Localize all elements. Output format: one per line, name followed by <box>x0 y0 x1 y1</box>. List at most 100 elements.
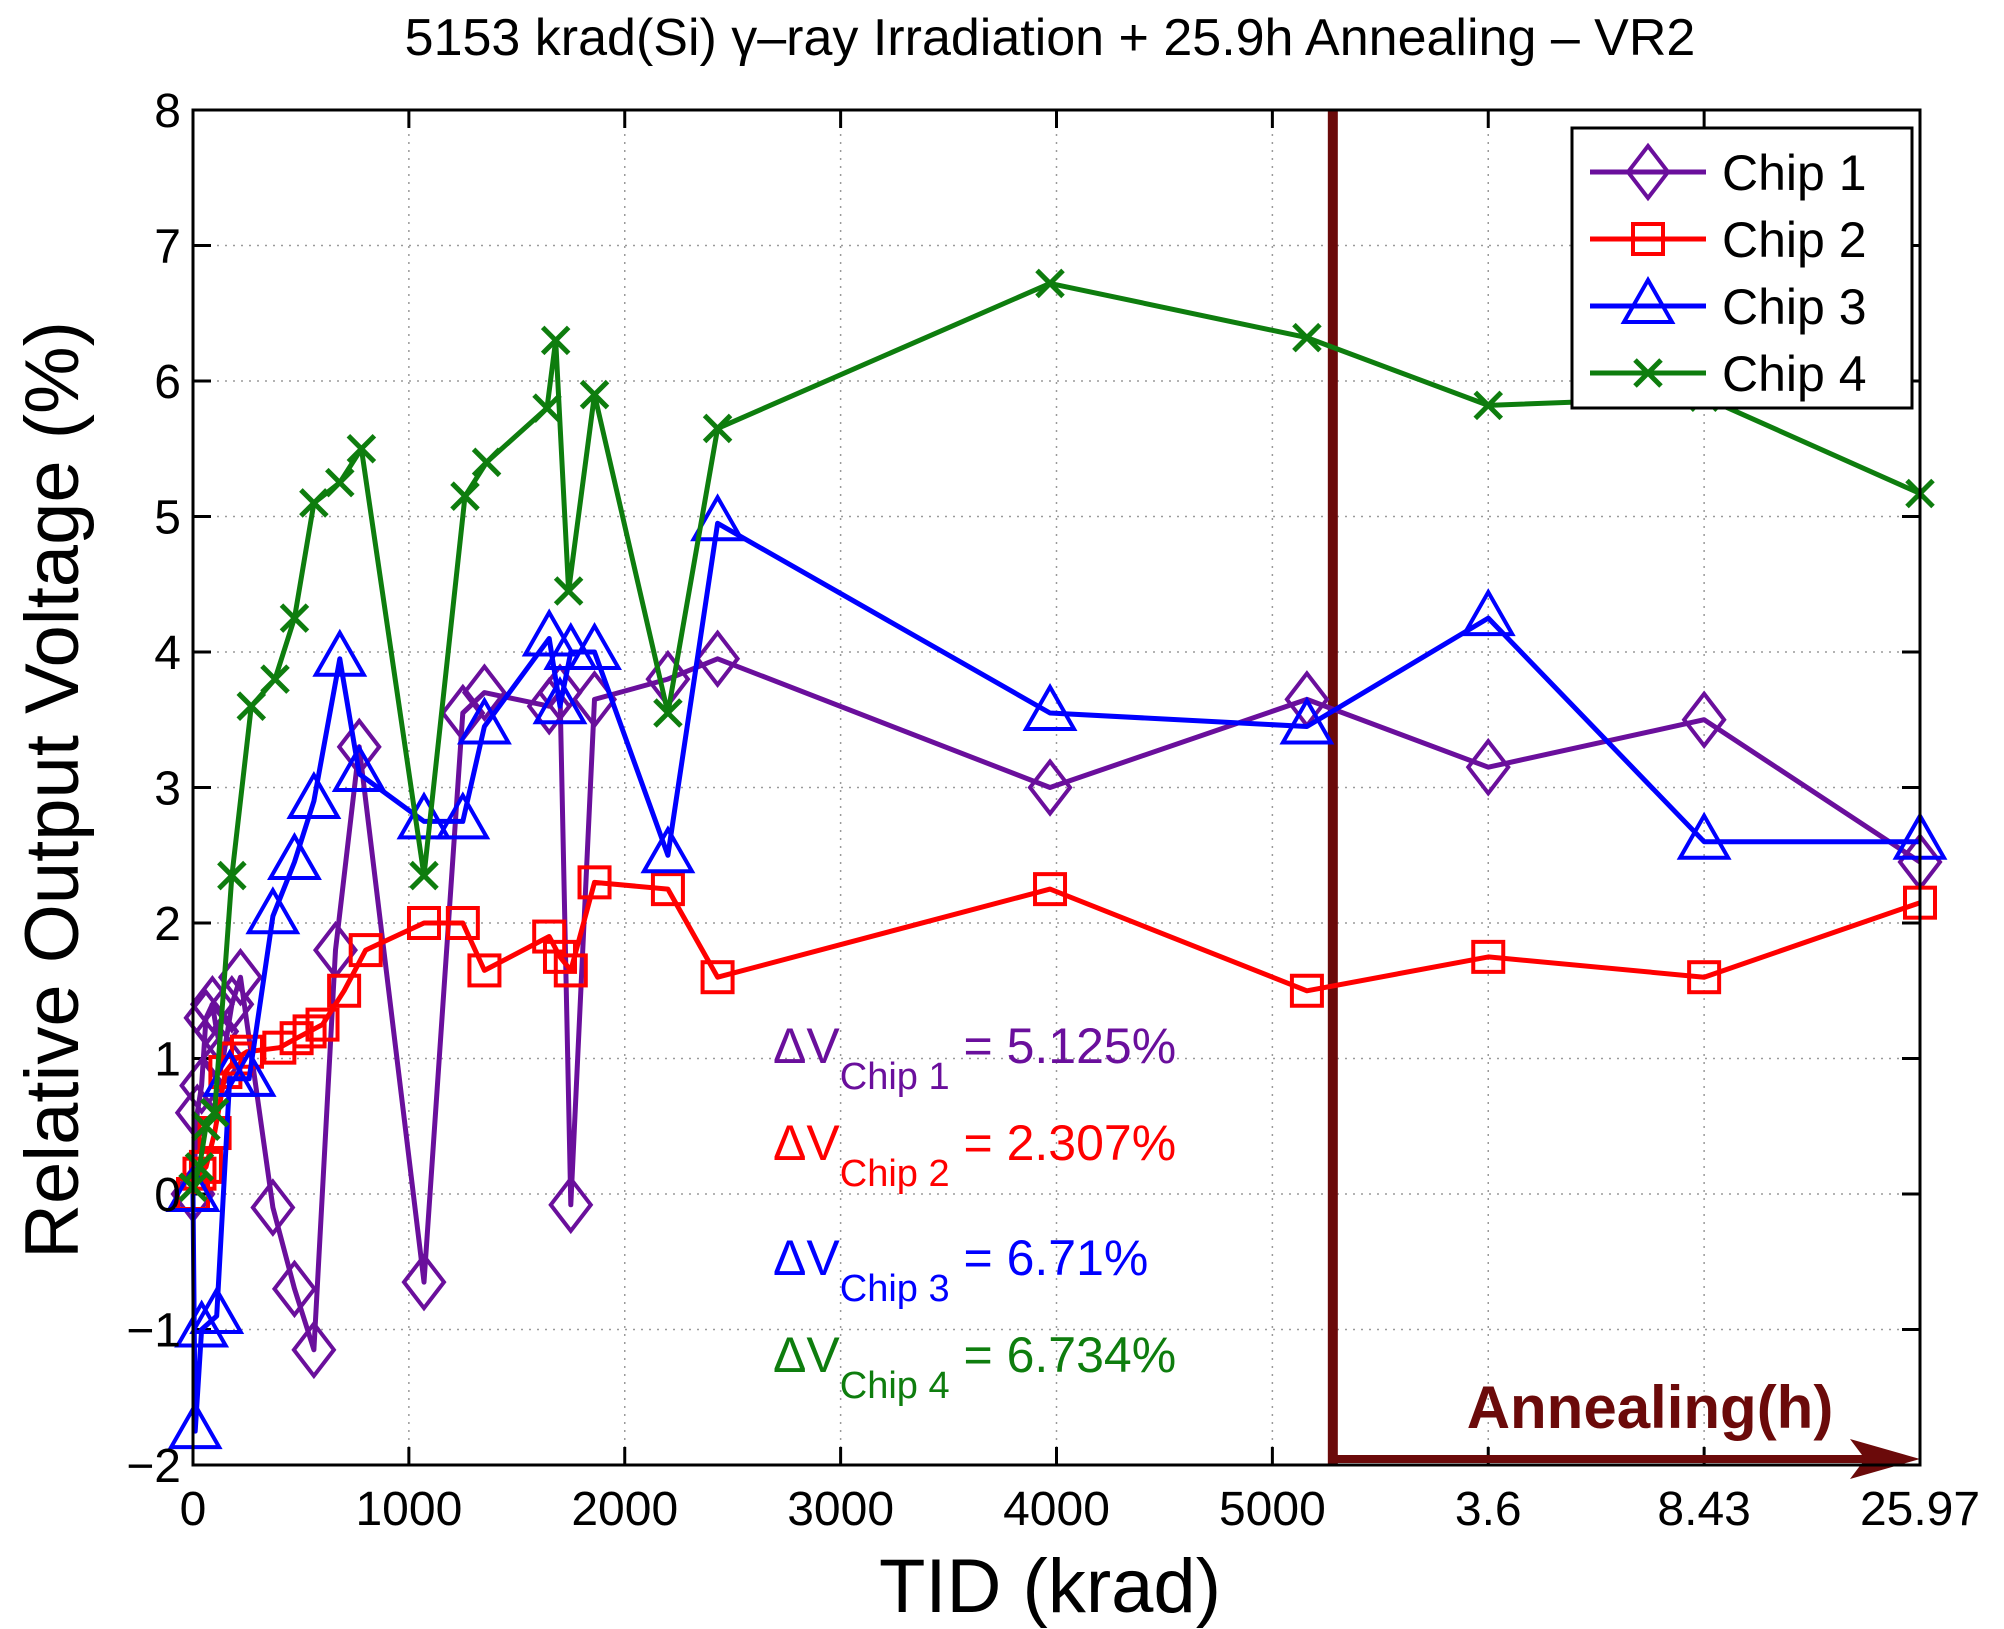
data-point-stroke <box>532 393 562 423</box>
data-point-stroke <box>1292 322 1322 353</box>
x-axis-label: TID (krad) <box>879 1544 1221 1629</box>
x-tick-label: 25.97 <box>1860 1483 1980 1536</box>
data-point <box>189 1285 245 1334</box>
x-tick-label: 3000 <box>787 1483 894 1536</box>
data-point <box>174 1299 230 1348</box>
data-point <box>305 1007 340 1042</box>
legend-label: Chip 4 <box>1722 346 1867 402</box>
data-point-stroke <box>325 467 355 498</box>
data-point <box>1676 811 1732 860</box>
data-point <box>445 906 480 940</box>
data-point <box>346 433 377 464</box>
y-tick-label: 0 <box>154 1169 181 1222</box>
data-point <box>1471 939 1506 974</box>
delta-subscript: Chip 4 <box>840 1365 950 1407</box>
delta-symbol: ΔV <box>773 1115 840 1171</box>
data-point <box>396 791 452 840</box>
data-point <box>1460 588 1516 637</box>
y-tick-label: −1 <box>126 1305 181 1358</box>
data-point-stroke <box>191 1111 221 1142</box>
delta-annotation: ΔVChip 3 = 6.71% <box>773 1230 1148 1310</box>
data-point <box>292 1014 327 1049</box>
chart-title: 5153 krad(Si) γ–ray Irradiation + 25.9h … <box>405 9 1696 67</box>
data-point <box>1289 973 1324 1008</box>
y-tick-label: 4 <box>154 627 181 680</box>
delta-value: = 6.71% <box>950 1230 1149 1286</box>
data-point-stroke <box>553 576 584 606</box>
series-line <box>190 879 1921 1195</box>
delta-annotation: ΔVChip 1 = 5.125% <box>773 1018 1176 1098</box>
data-point-stroke <box>260 664 290 694</box>
legend-entry: Chip 4 <box>1590 346 1867 402</box>
data-point <box>553 576 584 606</box>
y-tick-label: 1 <box>154 1034 181 1087</box>
annealing-arrow-head <box>1850 1439 1920 1479</box>
data-point <box>450 481 480 511</box>
y-tick-label: 5 <box>154 492 181 545</box>
data-point <box>327 973 362 1008</box>
data-point <box>521 608 577 657</box>
data-point <box>221 1048 277 1097</box>
data-point <box>1631 222 1665 256</box>
data-point <box>532 919 567 954</box>
data-point <box>579 379 610 410</box>
data-point <box>1681 690 1727 750</box>
series-group <box>165 268 1948 1450</box>
data-point-stroke <box>409 860 439 891</box>
legend-entry: Chip 3 <box>1590 275 1867 335</box>
legend: Chip 1 Chip 2 Chip 3 Chip 4 <box>1570 126 1914 410</box>
data-point <box>1620 275 1676 324</box>
delta-symbol: ΔV <box>773 1018 840 1074</box>
data-point <box>1473 390 1504 421</box>
y-tick-label: 3 <box>154 763 181 816</box>
x-tick-label: 2000 <box>571 1483 678 1536</box>
data-point <box>174 1083 220 1142</box>
data-point <box>260 664 290 694</box>
data-point <box>467 953 502 988</box>
data-point <box>640 825 696 874</box>
data-point-stroke <box>199 1097 230 1128</box>
x-tick-label: 0 <box>180 1483 207 1536</box>
data-point <box>401 1252 447 1312</box>
data-point <box>236 691 267 721</box>
grid <box>191 108 1922 1467</box>
data-point <box>245 886 301 935</box>
data-point-stroke <box>579 379 610 410</box>
data-point <box>217 860 247 891</box>
x-tick-label: 8.43 <box>1657 1483 1750 1536</box>
data-point <box>229 1034 264 1069</box>
data-point <box>456 696 512 745</box>
delta-annotations: ΔVChip 1 = 5.125%ΔVChip 2 = 2.307%ΔVChip… <box>773 1018 1176 1407</box>
data-point <box>189 975 235 1034</box>
annealing-label: Annealing(h) <box>1467 1374 1834 1441</box>
data-point <box>331 743 387 792</box>
data-point-stroke <box>702 413 733 444</box>
data-point <box>1465 737 1511 797</box>
data-point <box>409 860 439 891</box>
data-point <box>1027 758 1073 817</box>
legend-label: Chip 1 <box>1722 145 1867 201</box>
data-point <box>461 663 507 722</box>
delta-symbol: ΔV <box>773 1230 840 1286</box>
data-point <box>250 1178 296 1237</box>
data-point <box>537 663 583 722</box>
y-tick-label: 7 <box>154 221 181 274</box>
data-point <box>267 831 322 881</box>
data-point-stroke <box>1473 390 1504 421</box>
delta-subscript: Chip 1 <box>840 1056 950 1098</box>
data-point <box>188 1149 223 1184</box>
series-line <box>190 520 1920 1434</box>
data-point-stroke <box>236 691 267 721</box>
delta-subscript: Chip 3 <box>840 1268 950 1310</box>
delta-annotation: ΔVChip 4 = 6.734% <box>773 1327 1176 1407</box>
data-point <box>1687 960 1722 995</box>
y-axis-label: Relative Output Voltage (%) <box>10 321 95 1259</box>
plot-frame <box>191 108 1922 1467</box>
data-point <box>184 1152 215 1182</box>
data-point <box>700 960 735 995</box>
series-line <box>190 656 1922 1353</box>
data-point-stroke <box>217 860 247 891</box>
delta-subscript: Chip 2 <box>840 1153 950 1195</box>
y-tick-label: −2 <box>126 1440 181 1493</box>
